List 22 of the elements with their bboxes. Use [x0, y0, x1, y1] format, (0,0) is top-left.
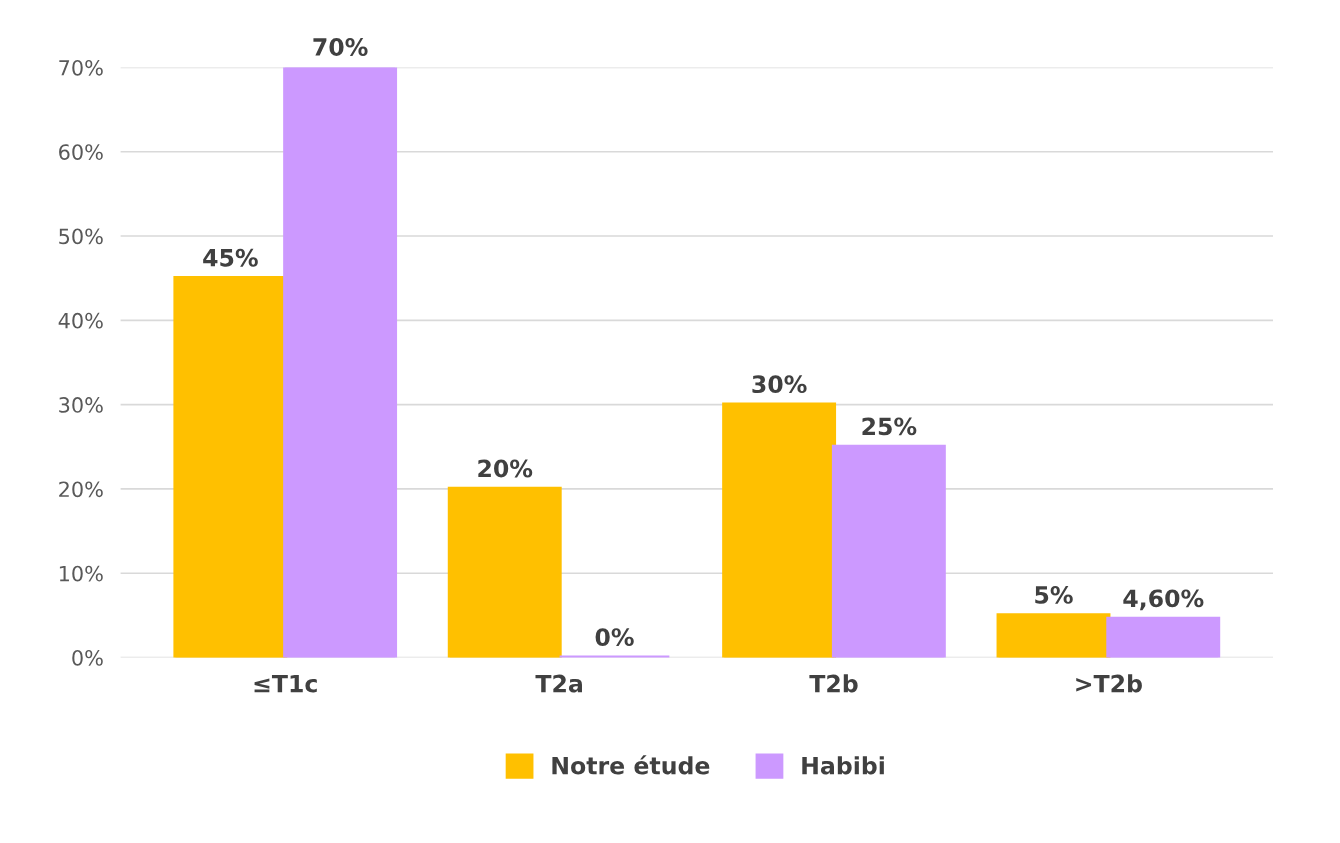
data-label: 30% — [752, 375, 807, 394]
data-label: 0% — [595, 628, 634, 647]
data-label: 5% — [1035, 586, 1073, 604]
y-tick-label: 0% — [72, 649, 103, 666]
data-label: 20% — [478, 459, 533, 478]
data-label: 70% — [313, 38, 368, 56]
x-tick-label: ≤T1c — [254, 674, 317, 693]
y-tick-label: 20% — [59, 481, 103, 498]
data-label: 45% — [203, 248, 258, 267]
y-tick-label: 40% — [58, 312, 103, 329]
legend-label: Habibi — [802, 756, 884, 775]
x-tick-label: >T2b — [1076, 674, 1142, 693]
y-tick-label: 70% — [59, 59, 103, 76]
legend-label: Notre étude — [552, 755, 710, 775]
x-tick-label: T2b — [809, 674, 858, 693]
x-tick-label: T2a — [535, 674, 582, 693]
y-tick-label: 60% — [59, 144, 103, 160]
y-tick-label: 30% — [59, 397, 103, 413]
y-tick-label: 10% — [59, 565, 103, 582]
data-label: 25% — [862, 417, 917, 436]
data-label: 4,60% — [1123, 589, 1204, 611]
y-tick-label: 50% — [59, 228, 103, 245]
